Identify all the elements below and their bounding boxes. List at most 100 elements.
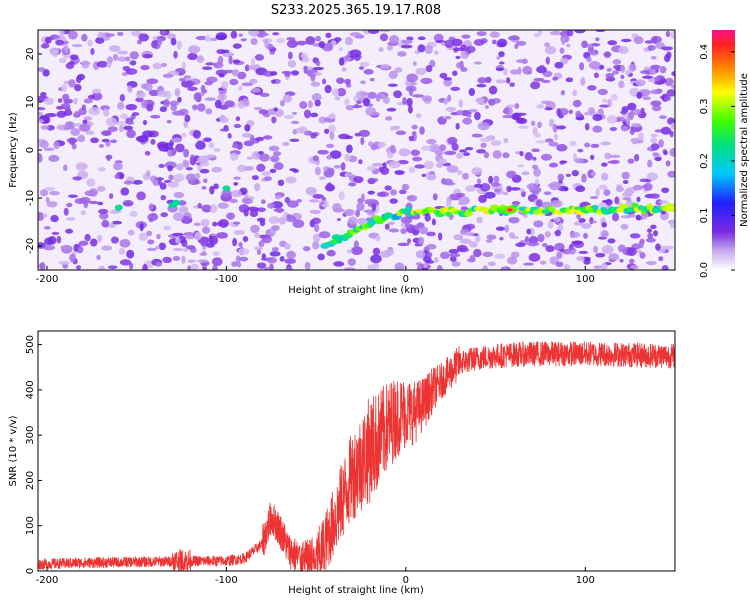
noise-blob xyxy=(64,44,69,53)
noise-blob xyxy=(305,186,317,196)
noise-blob xyxy=(581,40,588,49)
noise-blob xyxy=(292,111,297,115)
noise-blob xyxy=(417,36,426,41)
noise-blob xyxy=(142,264,148,270)
noise-blob xyxy=(483,151,490,159)
noise-blob xyxy=(259,153,270,162)
noise-blob xyxy=(652,36,658,45)
noise-blob xyxy=(307,100,313,109)
noise-blob xyxy=(336,77,345,84)
noise-blob xyxy=(327,167,335,176)
noise-blob xyxy=(267,202,276,209)
noise-blob xyxy=(160,194,167,201)
noise-blob xyxy=(148,89,160,97)
noise-blob xyxy=(129,211,138,217)
noise-blob xyxy=(610,94,618,101)
noise-blob xyxy=(81,104,86,111)
noise-blob xyxy=(645,260,657,266)
noise-blob xyxy=(256,262,267,269)
noise-blob xyxy=(360,80,366,85)
noise-blob xyxy=(107,126,118,132)
peak-core xyxy=(507,208,512,212)
noise-blob xyxy=(477,77,487,84)
noise-blob xyxy=(68,194,78,198)
noise-blob xyxy=(663,150,668,156)
noise-blob xyxy=(98,143,105,148)
noise-blob xyxy=(654,76,660,82)
noise-blob xyxy=(170,37,177,46)
noise-blob xyxy=(491,182,501,187)
noise-blob xyxy=(504,224,510,233)
colorbar-ticks: 0.0 0.1 0.2 0.3 0.4 xyxy=(699,44,735,278)
noise-blob xyxy=(587,85,597,91)
noise-blob xyxy=(386,107,397,112)
noise-blob xyxy=(256,163,266,172)
noise-blob xyxy=(649,193,660,199)
noise-blob xyxy=(96,185,106,192)
noise-blob xyxy=(439,144,447,152)
noise-blob xyxy=(43,225,51,230)
noise-blob xyxy=(479,183,491,192)
noise-blob xyxy=(554,229,562,237)
noise-blob xyxy=(395,130,407,136)
noise-blob xyxy=(163,98,170,108)
noise-blob xyxy=(227,133,232,139)
noise-blob xyxy=(211,257,223,266)
noise-blob xyxy=(338,57,345,66)
noise-blob xyxy=(628,63,637,72)
noise-blob xyxy=(595,37,600,42)
noise-blob xyxy=(82,119,88,125)
noise-blob xyxy=(272,32,280,36)
noise-blob xyxy=(137,39,142,45)
noise-blob xyxy=(38,111,43,117)
figure-title: S233.2025.365.19.17.R08 xyxy=(271,3,441,18)
noise-blob xyxy=(356,218,367,225)
noise-blob xyxy=(533,77,545,82)
noise-blob xyxy=(598,184,608,190)
noise-blob xyxy=(135,97,144,103)
noise-blob xyxy=(397,51,407,57)
noise-blob xyxy=(195,140,206,150)
noise-blob xyxy=(540,100,553,105)
noise-blob xyxy=(670,84,675,89)
noise-blob xyxy=(424,44,433,54)
noise-blob xyxy=(658,256,664,262)
noise-blob xyxy=(310,132,317,139)
noise-blob xyxy=(378,30,391,33)
noise-blob xyxy=(566,30,574,37)
noise-blob xyxy=(486,234,497,240)
noise-blob xyxy=(527,241,539,247)
noise-blob xyxy=(484,76,492,84)
noise-blob xyxy=(632,123,642,128)
noise-blob xyxy=(393,90,402,99)
noise-blob xyxy=(352,104,363,109)
noise-blob xyxy=(450,86,461,91)
noise-blob xyxy=(607,40,618,46)
noise-blob xyxy=(338,47,343,52)
noise-blob xyxy=(157,176,162,186)
noise-blob xyxy=(620,125,629,132)
noise-blob xyxy=(233,229,246,235)
noise-blob xyxy=(389,35,400,45)
noise-blob xyxy=(187,52,198,61)
noise-blob xyxy=(42,213,48,218)
noise-blob xyxy=(318,231,331,239)
noise-blob xyxy=(411,124,418,130)
noise-blob xyxy=(455,55,461,60)
noise-blob xyxy=(88,107,101,116)
noise-blob xyxy=(213,61,224,69)
noise-blob xyxy=(431,218,436,226)
noise-blob xyxy=(445,116,452,120)
colorbar-tick-label: 0.1 xyxy=(699,208,710,224)
noise-blob xyxy=(345,171,353,177)
noise-blob xyxy=(471,133,483,138)
noise-blob xyxy=(609,154,621,159)
noise-blob xyxy=(201,186,207,190)
noise-blob xyxy=(627,111,634,121)
noise-blob xyxy=(255,136,265,142)
noise-blob xyxy=(160,212,169,218)
noise-blob xyxy=(415,67,427,76)
noise-blob xyxy=(524,152,533,161)
noise-blob xyxy=(471,167,483,176)
noise-blob xyxy=(193,222,201,226)
